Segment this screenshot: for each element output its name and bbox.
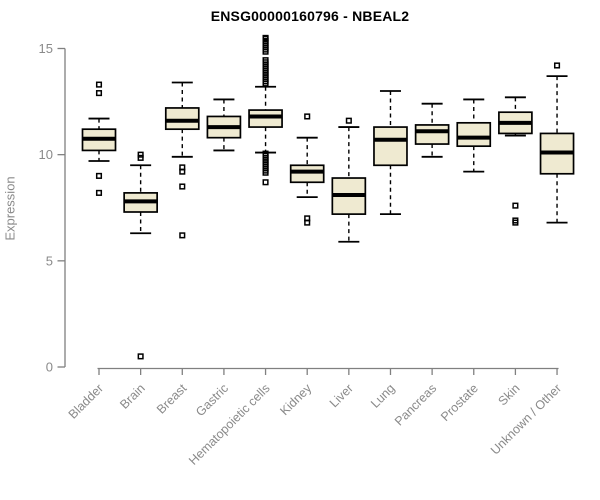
- outlier-point-bladder: [95, 81, 103, 88]
- outlier-point-breast: [179, 232, 186, 239]
- x-tick-label-bladder: Bladder: [66, 381, 106, 421]
- outlier-point-bladder: [95, 172, 103, 179]
- y-tick-label: 15: [39, 41, 53, 56]
- x-tick-label-unknown-other: Unknown / Other: [488, 381, 564, 457]
- outlier-point-brain: [137, 154, 144, 161]
- y-tick-label: 10: [39, 147, 53, 162]
- outlier-point-breast: [179, 183, 186, 190]
- outlier-point-kidney: [304, 113, 311, 120]
- x-tick-label-pancreas: Pancreas: [392, 381, 439, 428]
- outlier-point-hematopoietic-cells: [262, 169, 269, 176]
- chart-title: ENSG00000160796 - NBEAL2: [210, 8, 410, 24]
- outlier-point-bladder: [95, 90, 103, 97]
- x-tick-label-kidney: Kidney: [277, 381, 314, 418]
- outlier-point-bladder: [95, 189, 103, 196]
- outlier-point-hematopoietic-cells: [262, 80, 269, 87]
- outlier-point-brain: [137, 353, 144, 360]
- outlier-point-breast: [179, 168, 186, 175]
- x-tick-label-liver: Liver: [327, 381, 356, 410]
- box-hematopoietic-cells: [248, 109, 283, 128]
- x-tick-label-prostate: Prostate: [438, 381, 481, 424]
- outlier-point-kidney: [304, 219, 311, 226]
- x-tick-label-hematopoietic-cells: Hematopoietic cells: [186, 381, 273, 468]
- x-tick-label-gastric: Gastric: [193, 381, 231, 419]
- y-tick-label: 0: [46, 360, 53, 375]
- box-prostate: [456, 121, 492, 148]
- outlier-point-hematopoietic-cells: [262, 179, 269, 186]
- box-kidney: [289, 164, 325, 184]
- outlier-point-brain: [137, 151, 144, 158]
- x-tick-label-breast: Breast: [154, 381, 190, 417]
- x-tick-label-skin: Skin: [495, 381, 522, 408]
- box-breast: [164, 107, 200, 131]
- box-pancreas: [414, 124, 450, 145]
- box-lung: [373, 126, 408, 167]
- outlier-point-skin: [512, 219, 519, 226]
- outlier-point-hematopoietic-cells: [262, 48, 269, 55]
- outlier-point-unknown-other: [553, 62, 561, 69]
- x-tick-label-lung: Lung: [368, 381, 398, 411]
- outlier-point-skin: [512, 202, 519, 209]
- x-tick-label-brain: Brain: [117, 381, 148, 412]
- outlier-point-liver: [345, 117, 352, 124]
- y-tick-label: 5: [46, 253, 53, 268]
